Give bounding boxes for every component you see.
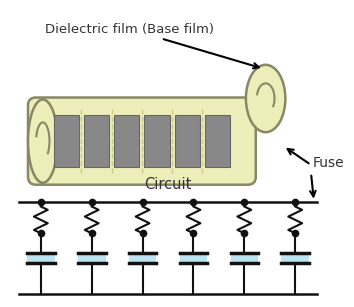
Bar	[84, 115, 109, 167]
Bar	[78, 253, 105, 263]
Bar	[27, 253, 55, 263]
Bar	[144, 115, 170, 167]
Text: Dielectric film (Base film): Dielectric film (Base film)	[45, 23, 259, 68]
Bar	[281, 253, 309, 263]
Ellipse shape	[246, 65, 285, 132]
Bar	[230, 253, 258, 263]
Text: Circuit: Circuit	[144, 177, 192, 192]
Bar	[205, 115, 230, 167]
Bar	[114, 115, 139, 167]
Bar	[175, 115, 200, 167]
Text: Fuse: Fuse	[313, 156, 344, 170]
FancyBboxPatch shape	[28, 98, 256, 185]
Bar	[54, 115, 79, 167]
Ellipse shape	[28, 99, 58, 183]
Bar	[180, 253, 207, 263]
Bar	[129, 253, 156, 263]
